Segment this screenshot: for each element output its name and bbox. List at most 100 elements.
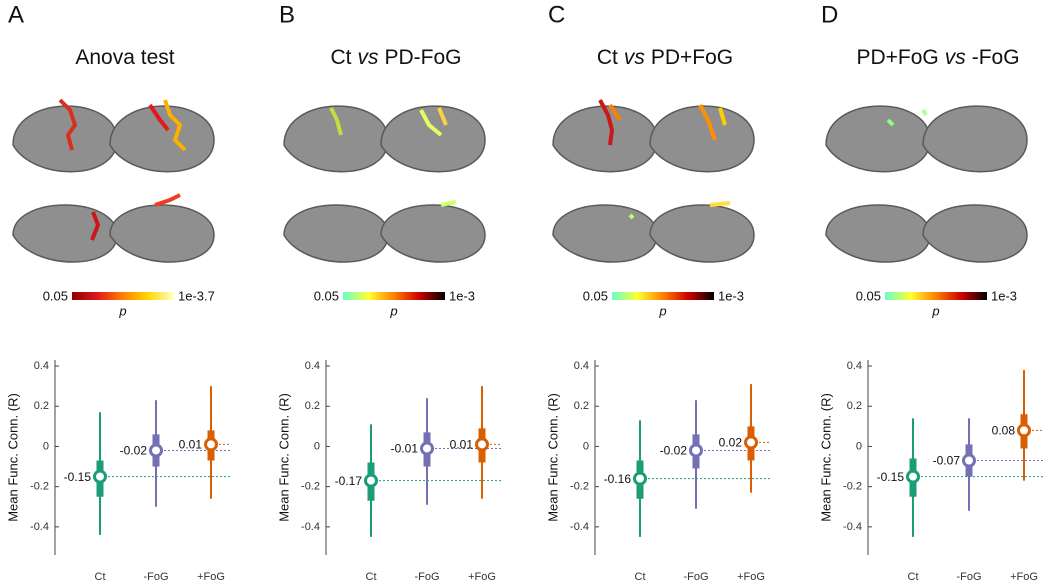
y-tick-label: -0.4 (843, 521, 862, 533)
median-marker (633, 471, 647, 486)
y-tick-label: 0 (856, 440, 862, 452)
panel: D PD+FoG vs -FoG 0.05 1e-3 p (821, 1, 1028, 318)
colorbar-max: 1e-3.7 (178, 288, 215, 303)
chart: -0.4 -0.2 0 0.2 0.4 Mean Func. Conn. (R) Ct -0.… (818, 360, 1043, 582)
brain-surface (552, 105, 658, 173)
median-label: -0.02 (660, 444, 688, 458)
x-tick-label: +FoG (1010, 571, 1038, 582)
title-part: PD+FoG (856, 46, 938, 69)
x-tick-label: +FoG (468, 571, 496, 582)
colorbar-min: 0.05 (583, 288, 608, 303)
panel-letter: C (548, 1, 565, 28)
y-axis-label: Mean Func. Conn. (R) (545, 393, 560, 522)
panel-letter: D (821, 1, 838, 28)
brain-surface (12, 105, 118, 173)
median-label: 0.02 (719, 436, 743, 450)
activation-blob (329, 107, 343, 136)
chart: -0.4 -0.2 0 0.2 0.4 Mean Func. Conn. (R) Ct -0.… (5, 360, 230, 582)
panel-title: PD+FoG vs -FoG (856, 46, 1019, 69)
y-tick-label: 0 (314, 440, 320, 452)
y-axis-label: Mean Func. Conn. (R) (276, 393, 291, 522)
y-tick-label: 0.2 (574, 400, 589, 412)
brain-surface (825, 204, 931, 263)
colorbar-max: 1e-3 (718, 288, 744, 303)
median-label: -0.16 (604, 472, 632, 486)
chart: -0.4 -0.2 0 0.2 0.4 Mean Func. Conn. (R) Ct -0.… (276, 360, 501, 582)
colorbar-label: p (658, 303, 666, 318)
panel: C Ct vs PD+FoG 0.05 1e-3 p (548, 1, 755, 318)
y-axis-label: Mean Func. Conn. (R) (818, 393, 833, 522)
brain-surface (380, 204, 486, 263)
title-part: vs (357, 46, 379, 69)
chart: -0.4 -0.2 0 0.2 0.4 Mean Func. Conn. (R) Ct -0.… (545, 360, 770, 582)
activation-blob (163, 99, 187, 152)
panel-letter: A (8, 1, 24, 28)
colorbar (72, 292, 174, 300)
brain-surface (12, 204, 118, 263)
median-label: 0.01 (179, 438, 203, 452)
brain-surface (922, 204, 1028, 263)
brain-surface (825, 105, 931, 173)
brain-surface (922, 105, 1028, 173)
median-marker (475, 437, 489, 452)
y-tick-label: -0.4 (301, 521, 320, 533)
x-tick-label: Ct (95, 571, 106, 582)
activation-blob (698, 104, 717, 141)
panel-letter: B (279, 1, 295, 28)
median-marker (204, 437, 218, 452)
median-label: -0.02 (120, 444, 148, 458)
colorbar-min: 0.05 (856, 288, 881, 303)
activation-blob (921, 108, 928, 117)
title-part: -FoG (972, 46, 1020, 69)
x-tick-label: +FoG (197, 571, 225, 582)
activation-blob (440, 200, 457, 207)
median-marker (149, 443, 163, 458)
title-part: Anova test (75, 46, 174, 69)
y-tick-label: 0.2 (305, 400, 320, 412)
y-tick-label: 0.4 (34, 360, 49, 372)
median-label: -0.15 (64, 470, 92, 484)
brain-surface (649, 105, 755, 173)
y-tick-label: -0.4 (570, 521, 589, 533)
panel-title: Anova test (75, 46, 174, 69)
x-tick-label: Ct (366, 571, 377, 582)
activation-blob (718, 107, 727, 126)
colorbar-min: 0.05 (314, 288, 339, 303)
y-tick-label: -0.2 (843, 481, 862, 493)
colorbar-max: 1e-3 (991, 288, 1017, 303)
median-label: -0.07 (933, 454, 961, 468)
median-label: -0.01 (391, 442, 419, 456)
colorbar (612, 292, 714, 300)
median-marker (93, 469, 107, 484)
x-tick-label: -FoG (683, 571, 708, 582)
median-marker (1017, 423, 1031, 438)
median-label: -0.17 (335, 474, 363, 488)
colorbar-label: p (389, 303, 397, 318)
x-tick-label: -FoG (414, 571, 439, 582)
activation-blob (154, 193, 181, 207)
title-part: Ct (597, 46, 618, 69)
y-tick-label: 0.2 (847, 400, 862, 412)
brain-surface (552, 204, 658, 263)
activation-blob (628, 213, 635, 220)
panel-title: Ct vs PD+FoG (597, 46, 733, 69)
x-tick-label: -FoG (143, 571, 168, 582)
y-axis-label: Mean Func. Conn. (R) (5, 393, 20, 522)
activation-blob (598, 99, 614, 146)
y-tick-label: -0.2 (301, 481, 320, 493)
x-tick-label: Ct (908, 571, 919, 582)
y-tick-label: 0.2 (34, 400, 49, 412)
activation-blob (419, 109, 443, 137)
median-label: -0.15 (877, 470, 905, 484)
activation-blob (437, 107, 448, 126)
brain-surface (109, 204, 215, 263)
panel: B Ct vs PD-FoG 0.05 1e-3 p (279, 1, 486, 318)
title-part: PD-FoG (384, 46, 461, 69)
activation-blob (58, 98, 77, 151)
colorbar-label: p (931, 303, 939, 318)
y-tick-label: 0.4 (574, 360, 589, 372)
brain-surface (380, 105, 486, 173)
median-label: 0.01 (450, 438, 474, 452)
brain-surface (109, 105, 215, 173)
